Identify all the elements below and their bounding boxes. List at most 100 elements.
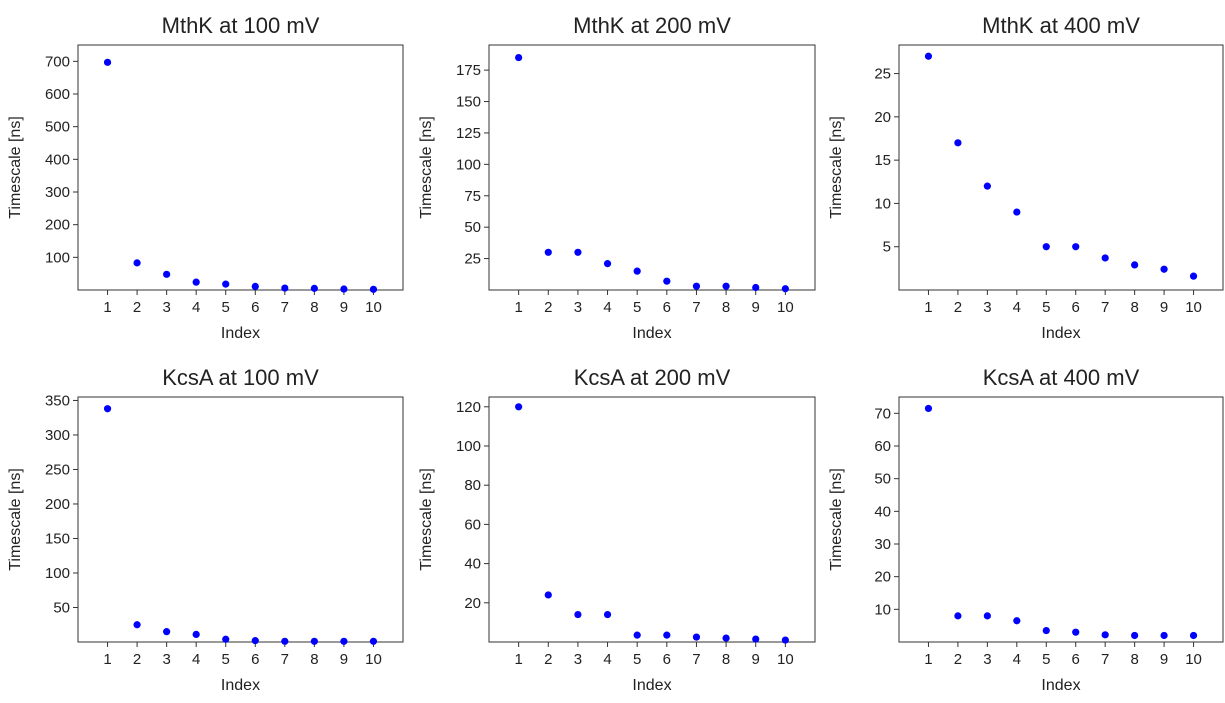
x-tick-label: 8	[310, 299, 318, 316]
x-tick-label: 5	[633, 651, 641, 668]
y-tick-label: 40	[874, 503, 891, 520]
y-tick-label: 175	[456, 62, 481, 79]
data-point	[544, 591, 552, 599]
x-tick-label: 8	[722, 299, 730, 316]
y-tick-label: 75	[464, 188, 481, 205]
data-point	[603, 260, 612, 268]
data-point	[103, 405, 112, 413]
y-tick-label: 25	[874, 66, 891, 83]
y-axis-label: Timescale [ns]	[7, 116, 24, 219]
x-tick-label: 4	[192, 651, 200, 668]
x-tick-label: 3	[162, 299, 170, 316]
plot-frame	[77, 44, 404, 291]
y-tick-label: 200	[45, 217, 70, 234]
x-tick-label: 3	[983, 299, 991, 316]
data-point	[954, 612, 962, 620]
data-point	[340, 637, 348, 645]
x-tick-label: 10	[777, 299, 794, 316]
y-tick-label: 20	[874, 109, 891, 126]
y-tick-label: 300	[45, 427, 70, 444]
chart-title: KcsA at 400 mV	[983, 365, 1140, 390]
y-tick-label: 100	[45, 249, 70, 266]
x-axis-label: Index	[1041, 677, 1080, 694]
y-axis-label: Timescale [ns]	[418, 116, 435, 219]
data-point	[251, 637, 259, 645]
y-tick-label: 40	[464, 556, 481, 573]
x-tick-label: 7	[281, 651, 289, 668]
x-tick-label: 9	[752, 651, 760, 668]
x-axis-label: Index	[221, 677, 260, 694]
x-tick-label: 6	[1072, 299, 1080, 316]
data-point	[1189, 272, 1198, 280]
data-point	[663, 277, 671, 285]
y-tick-label: 80	[464, 477, 481, 494]
data-point	[752, 283, 760, 292]
x-tick-label: 9	[752, 299, 760, 316]
x-axis-label: Index	[632, 325, 671, 342]
chart-title: KcsA at 100 mV	[162, 365, 319, 390]
x-tick-label: 2	[544, 299, 552, 316]
y-axis-label: Timescale [ns]	[828, 116, 845, 219]
y-tick-label: 50	[464, 219, 481, 236]
data-point	[1042, 626, 1050, 635]
data-point	[983, 612, 991, 620]
x-tick-label: 9	[340, 651, 348, 668]
y-tick-label: 10	[874, 195, 891, 212]
data-point	[924, 404, 933, 413]
y-tick-label: 400	[45, 151, 70, 168]
data-point	[1072, 628, 1080, 636]
x-axis-label: Index	[1041, 325, 1080, 342]
data-point	[515, 403, 523, 411]
x-tick-label: 2	[133, 651, 141, 668]
data-point	[103, 58, 112, 66]
data-point	[222, 635, 230, 643]
y-tick-label: 125	[456, 125, 481, 142]
y-tick-label: 150	[45, 530, 70, 547]
plot-frame	[898, 396, 1224, 643]
data-point	[574, 610, 582, 619]
y-tick-label: 50	[53, 599, 70, 616]
x-tick-label: 9	[1160, 651, 1168, 668]
x-tick-label: 10	[365, 299, 382, 316]
chart-panel-5: KcsA at 200 mV 1 2 3 4 5 6 7 8 9 10 20 40 60 80 100 120 I…	[418, 365, 816, 694]
x-tick-label: 5	[633, 299, 641, 316]
data-point	[1101, 631, 1109, 639]
chart-panel-4: KcsA at 100 mV 1 2 3 4 5 6 7 8 9 10 50 100 150 200 250 3…	[7, 365, 404, 694]
x-tick-label: 3	[162, 651, 170, 668]
y-tick-label: 60	[464, 516, 481, 533]
x-tick-label: 1	[103, 299, 111, 316]
data-point	[222, 280, 230, 288]
data-point	[281, 637, 289, 645]
data-point	[310, 284, 318, 292]
x-tick-label: 1	[514, 651, 522, 668]
data-point	[692, 282, 701, 290]
chart-title: KcsA at 200 mV	[574, 365, 731, 390]
x-tick-label: 7	[281, 299, 289, 316]
data-point	[1131, 261, 1139, 269]
y-tick-label: 600	[45, 86, 70, 103]
x-tick-label: 6	[663, 651, 671, 668]
y-tick-label: 200	[45, 496, 70, 513]
y-tick-label: 10	[874, 601, 891, 618]
x-tick-label: 2	[133, 299, 141, 316]
data-point	[515, 53, 523, 62]
x-tick-label: 9	[340, 299, 348, 316]
data-point	[133, 621, 141, 629]
data-point	[251, 282, 259, 291]
data-point	[544, 248, 552, 256]
data-point	[163, 628, 171, 636]
data-point	[1160, 631, 1168, 640]
chart-panel-6: KcsA at 400 mV 1 2 3 4 5 6 7 8 9 10 10 20 30 40 50 60 70 I…	[828, 365, 1224, 694]
y-tick-label: 20	[464, 595, 481, 612]
data-point	[310, 637, 318, 645]
data-point	[281, 284, 289, 292]
x-tick-label: 1	[924, 299, 932, 316]
x-tick-label: 3	[983, 651, 991, 668]
y-tick-label: 15	[874, 152, 891, 169]
data-point	[603, 610, 612, 619]
data-point	[1042, 243, 1050, 251]
y-tick-label: 25	[464, 251, 481, 268]
x-tick-label: 1	[103, 651, 111, 668]
data-point	[781, 285, 789, 293]
